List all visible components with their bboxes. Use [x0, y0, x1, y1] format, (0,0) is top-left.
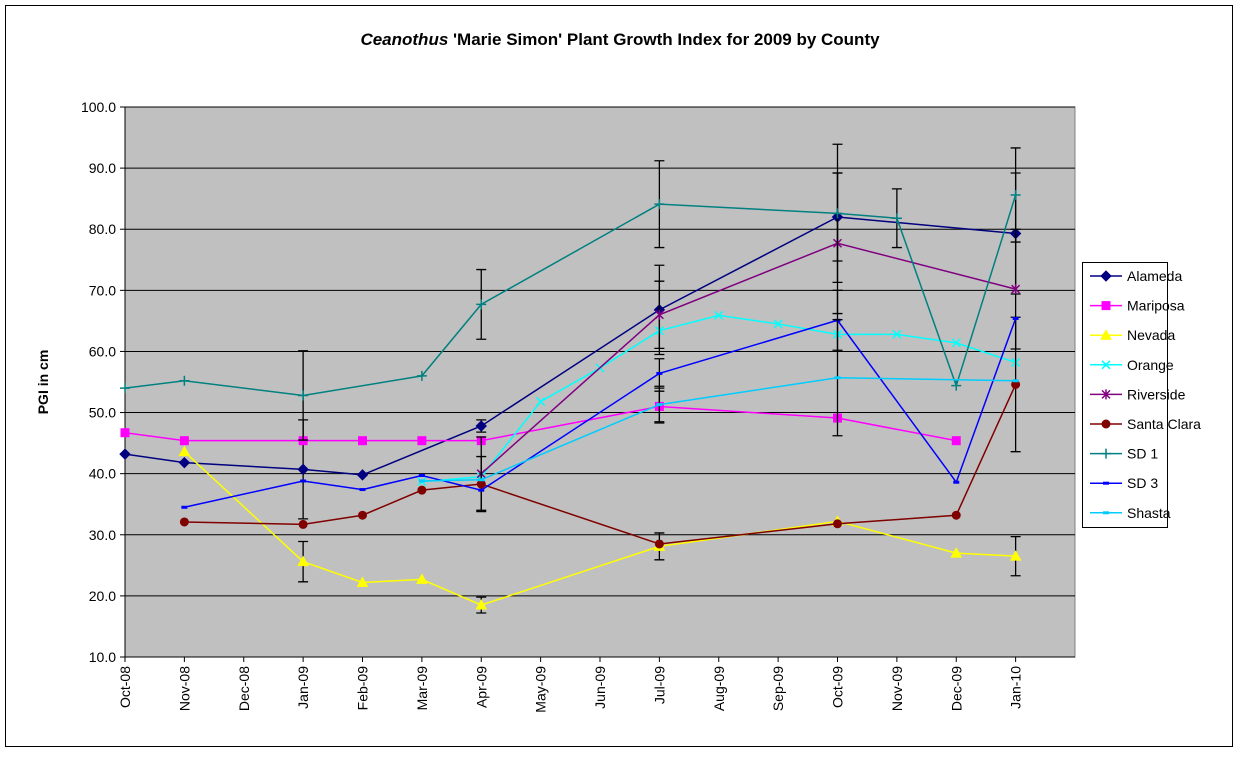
- legend-marker: [1101, 419, 1111, 429]
- marker: [1010, 190, 1021, 200]
- y-tick-label: 10.0: [89, 649, 116, 665]
- marker: [951, 338, 961, 348]
- marker: [298, 519, 308, 529]
- marker: [773, 319, 783, 329]
- marker: [832, 208, 843, 219]
- marker: [178, 445, 191, 457]
- marker: [951, 380, 962, 391]
- chart-title: Ceanothus 'Marie Simon' Plant Growth Ind…: [360, 30, 880, 49]
- marker: [951, 510, 961, 520]
- x-tick-label: Nov-09: [889, 666, 905, 711]
- legend-label: Shasta: [1127, 505, 1171, 521]
- x-tick-label: Jun-09: [592, 666, 608, 709]
- legend-label: Alameda: [1127, 268, 1182, 284]
- legend-marker: [1100, 329, 1112, 340]
- legend-marker: [1101, 448, 1111, 459]
- y-axis-label: PGI in cm: [35, 350, 51, 415]
- x-tick-label: Nov-08: [176, 666, 192, 711]
- x-tick-label: Jan-10: [1008, 666, 1024, 709]
- marker: [356, 576, 369, 587]
- marker: [297, 555, 309, 567]
- series: [179, 316, 1021, 549]
- x-tick-label: Dec-08: [236, 666, 252, 711]
- marker: [1009, 550, 1022, 561]
- marker: [654, 309, 664, 320]
- legend-marker: [1101, 389, 1111, 400]
- x-tick-label: Mar-09: [414, 666, 430, 711]
- x-tick-label: Dec-09: [948, 666, 964, 711]
- marker: [298, 390, 309, 401]
- x-tick-label: Sep-09: [770, 666, 786, 711]
- plot-area: [124, 106, 1076, 658]
- legend-marker: [1101, 360, 1111, 370]
- marker: [417, 485, 427, 495]
- legend-label: SD 3: [1127, 475, 1158, 491]
- x-tick-label: Jul-09: [651, 666, 667, 704]
- marker: [892, 329, 902, 339]
- marker: [951, 436, 961, 446]
- y-tick-label: 30.0: [89, 527, 116, 543]
- marker: [119, 448, 131, 460]
- x-tick-label: Apr-09: [473, 666, 489, 708]
- marker: [120, 383, 130, 394]
- title-italic: Ceanothus: [360, 30, 448, 49]
- series-line: [124, 216, 1016, 476]
- x-tick-label: Oct-08: [117, 666, 133, 708]
- marker: [891, 213, 902, 224]
- series-line: [124, 194, 1017, 397]
- marker: [358, 510, 367, 520]
- y-tick-label: 40.0: [89, 466, 116, 482]
- marker: [358, 436, 367, 446]
- series: [120, 143, 1021, 441]
- marker: [833, 519, 842, 529]
- marker: [178, 456, 191, 469]
- x-tick-label: Feb-09: [355, 666, 371, 711]
- marker: [120, 428, 130, 438]
- marker: [179, 375, 190, 386]
- marker: [416, 573, 428, 584]
- series: [418, 319, 1019, 483]
- y-tick-label: 50.0: [89, 405, 116, 421]
- marker: [654, 539, 664, 549]
- marker: [356, 469, 369, 481]
- series-line: [480, 242, 1016, 475]
- marker: [714, 310, 724, 320]
- marker: [1011, 284, 1021, 295]
- x-tick-label: Oct-09: [830, 666, 846, 708]
- legend-label: Riverside: [1127, 386, 1186, 402]
- legend-label: Orange: [1127, 357, 1174, 373]
- x-tick-label: Jan-09: [295, 666, 311, 709]
- marker: [297, 463, 309, 476]
- y-tick-label: 80.0: [89, 221, 116, 237]
- marker: [417, 436, 427, 446]
- marker: [476, 299, 487, 310]
- marker: [475, 599, 488, 610]
- legend-marker: [1100, 270, 1112, 282]
- marker: [536, 397, 546, 407]
- y-tick-label: 90.0: [89, 160, 116, 176]
- marker: [179, 436, 189, 446]
- legend-label: Santa Clara: [1127, 416, 1201, 432]
- y-tick-label: 20.0: [89, 588, 116, 604]
- title-rest: 'Marie Simon' Plant Growth Index for 200…: [453, 30, 880, 49]
- legend-label: SD 1: [1127, 446, 1158, 462]
- marker: [416, 370, 427, 381]
- legend-label: Mariposa: [1127, 298, 1185, 314]
- y-tick-label: 60.0: [89, 343, 116, 359]
- x-tick-label: May-09: [533, 666, 549, 713]
- x-tick-label: Aug-09: [711, 666, 727, 711]
- marker: [179, 517, 189, 527]
- marker: [475, 420, 487, 432]
- marker: [654, 199, 665, 210]
- y-tick-label: 70.0: [89, 282, 116, 298]
- legend-label: Nevada: [1127, 327, 1175, 343]
- legend-marker: [1101, 301, 1111, 311]
- marker: [950, 547, 963, 558]
- y-tick-label: 100.0: [81, 99, 116, 115]
